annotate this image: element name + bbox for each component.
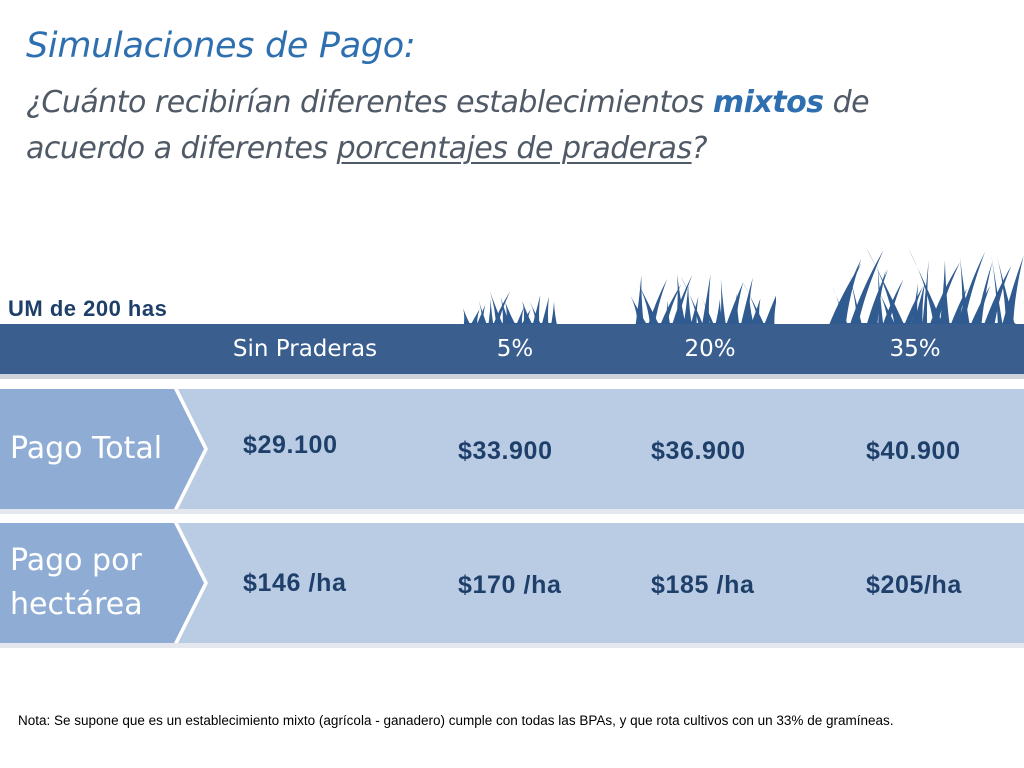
page-title: Simulaciones de Pago: <box>26 26 416 66</box>
grass-icon-large <box>827 247 1024 328</box>
header-35-percent: 35% <box>889 336 941 362</box>
value-cell: $205/ha <box>866 571 962 599</box>
value-cell: $36.900 <box>651 437 746 465</box>
row-label-chevron <box>0 389 208 509</box>
header-sin-praderas: Sin Praderas <box>232 336 378 362</box>
row-label: Pago por hectárea <box>10 543 143 622</box>
subtitle-text-3: ? <box>691 131 708 166</box>
value-cell: $146 /ha <box>243 569 347 597</box>
footnote: Nota: Se supone que es un establecimient… <box>18 713 894 728</box>
header-bar: Sin Praderas 5% 20% 35% <box>0 324 1024 374</box>
value-cell: $185 /ha <box>651 571 755 599</box>
grass-icon-medium <box>630 274 776 328</box>
value-cell: $170 /ha <box>458 571 562 599</box>
row-pago-por-hectarea: Pago por hectárea $146 /ha $170 /ha $185… <box>0 523 1024 643</box>
row-label-chevron <box>0 523 208 643</box>
subtitle-text-2: de acuerdo a diferentes <box>26 85 870 166</box>
header-5-percent: 5% <box>496 336 534 362</box>
value-cell: $40.900 <box>866 437 961 465</box>
value-cell: $33.900 <box>458 437 553 465</box>
header-20-percent: 20% <box>684 336 736 362</box>
subtitle-text-1: ¿Cuánto recibirían diferentes establecim… <box>26 85 713 120</box>
grass-icon-small <box>463 290 558 328</box>
row-label: Pago Total <box>10 431 163 466</box>
subtitle-highlight: mixtos <box>712 85 824 120</box>
value-cell: $29.100 <box>243 431 338 459</box>
page-subtitle: ¿Cuánto recibirían diferentes establecim… <box>26 80 986 172</box>
um-label: UM de 200 has <box>8 296 168 321</box>
subtitle-underline: porcentajes de praderas <box>336 131 692 166</box>
row-pago-total: Pago Total $29.100 $33.900 $36.900 $40.9… <box>0 389 1024 509</box>
